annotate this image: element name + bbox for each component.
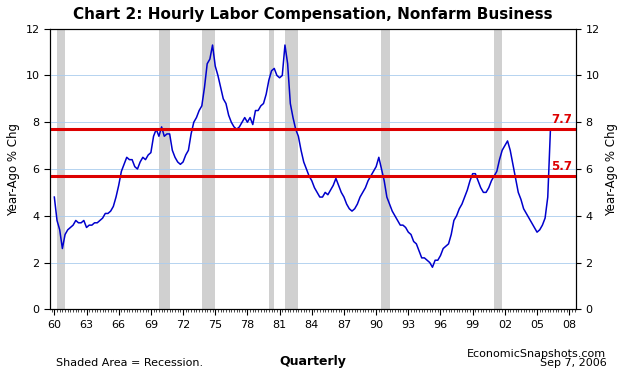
Bar xyxy=(494,28,502,309)
Text: 7.7: 7.7 xyxy=(551,113,572,126)
Y-axis label: Year-Ago % Chg: Year-Ago % Chg xyxy=(605,122,618,215)
Text: EconomicSnapshots.com: EconomicSnapshots.com xyxy=(467,349,606,359)
Text: Sep 7, 2006: Sep 7, 2006 xyxy=(539,358,606,368)
Text: Quarterly: Quarterly xyxy=(279,355,346,368)
Bar xyxy=(159,28,169,309)
Title: Chart 2: Hourly Labor Compensation, Nonfarm Business: Chart 2: Hourly Labor Compensation, Nonf… xyxy=(73,7,552,22)
Text: 5.7: 5.7 xyxy=(551,159,572,172)
Bar xyxy=(202,28,215,309)
Y-axis label: Year-Ago % Chg: Year-Ago % Chg xyxy=(7,122,20,215)
Bar xyxy=(269,28,274,309)
Bar xyxy=(381,28,389,309)
Bar xyxy=(285,28,298,309)
Text: Shaded Area = Recession.: Shaded Area = Recession. xyxy=(56,358,203,368)
Bar xyxy=(57,28,65,309)
